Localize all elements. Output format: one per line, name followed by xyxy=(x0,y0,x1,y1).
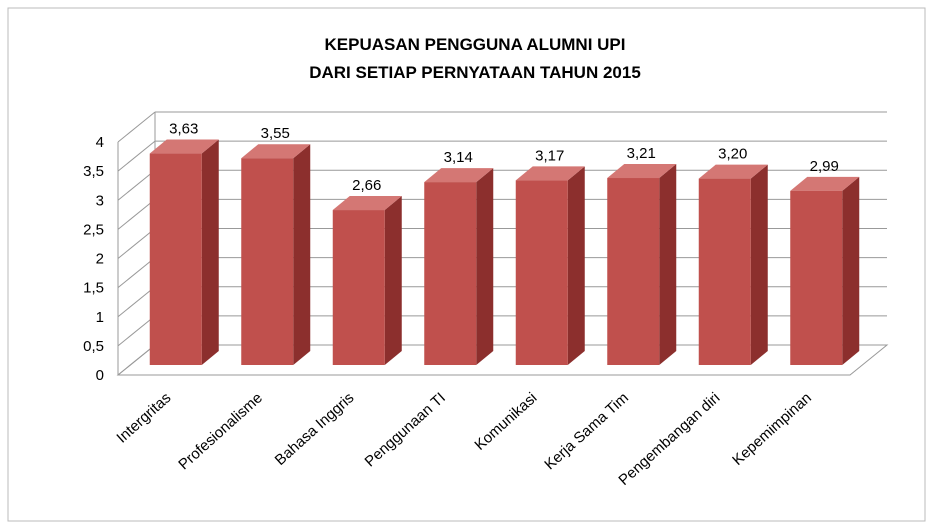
grid-line xyxy=(117,315,156,347)
grid-line xyxy=(117,228,156,259)
grid-line xyxy=(117,169,156,201)
chart-title: KEPUASAN PENGGUNA ALUMNI UPI xyxy=(325,35,626,54)
bar-side xyxy=(384,196,402,365)
data-label: 2,66 xyxy=(352,177,381,194)
y-tick-label: 0 xyxy=(96,367,104,384)
grid-line xyxy=(117,257,156,289)
bar xyxy=(515,180,568,365)
bar xyxy=(332,210,385,365)
bar-side xyxy=(567,166,585,365)
grid-line xyxy=(117,344,156,376)
bar-top xyxy=(241,144,311,159)
bar-top xyxy=(698,164,768,179)
bar-top xyxy=(424,168,494,183)
y-tick-label: 1 xyxy=(96,309,104,326)
grid-line xyxy=(117,140,156,172)
data-label: 3,55 xyxy=(261,125,290,142)
y-tick-label: 2 xyxy=(96,251,104,268)
chart-title: DARI SETIAP PERNYATAAN TAHUN 2015 xyxy=(309,63,641,82)
bar xyxy=(698,178,751,365)
data-label: 3,63 xyxy=(169,121,198,138)
data-label: 3,20 xyxy=(718,146,747,163)
data-label: 3,17 xyxy=(535,147,564,164)
bar xyxy=(241,158,294,365)
bar-side xyxy=(659,164,677,365)
data-label: 3,21 xyxy=(627,145,656,162)
bar-top xyxy=(607,164,677,179)
bar-side xyxy=(476,168,494,365)
bar xyxy=(790,190,843,365)
data-label: 2,99 xyxy=(810,158,839,175)
bar-top xyxy=(790,176,860,191)
bar-side xyxy=(201,139,219,365)
bar xyxy=(607,178,660,365)
bar-side xyxy=(842,176,860,365)
bar-top xyxy=(149,139,219,154)
y-tick-label: 0,5 xyxy=(83,338,104,355)
grid-line xyxy=(117,286,156,318)
bar-top xyxy=(515,166,585,181)
bar-side xyxy=(293,144,311,365)
y-tick-label: 1,5 xyxy=(83,280,104,297)
bar xyxy=(424,182,477,365)
y-tick-label: 3 xyxy=(96,192,104,209)
y-tick-label: 3,5 xyxy=(83,163,104,180)
grid-line xyxy=(117,198,156,230)
data-label: 3,14 xyxy=(444,149,473,166)
grid-line xyxy=(117,111,156,143)
y-tick-label: 2,5 xyxy=(83,221,104,238)
bar xyxy=(149,153,202,365)
y-tick-label: 4 xyxy=(96,134,104,151)
bar-top xyxy=(332,196,402,211)
bar-side xyxy=(750,164,768,365)
